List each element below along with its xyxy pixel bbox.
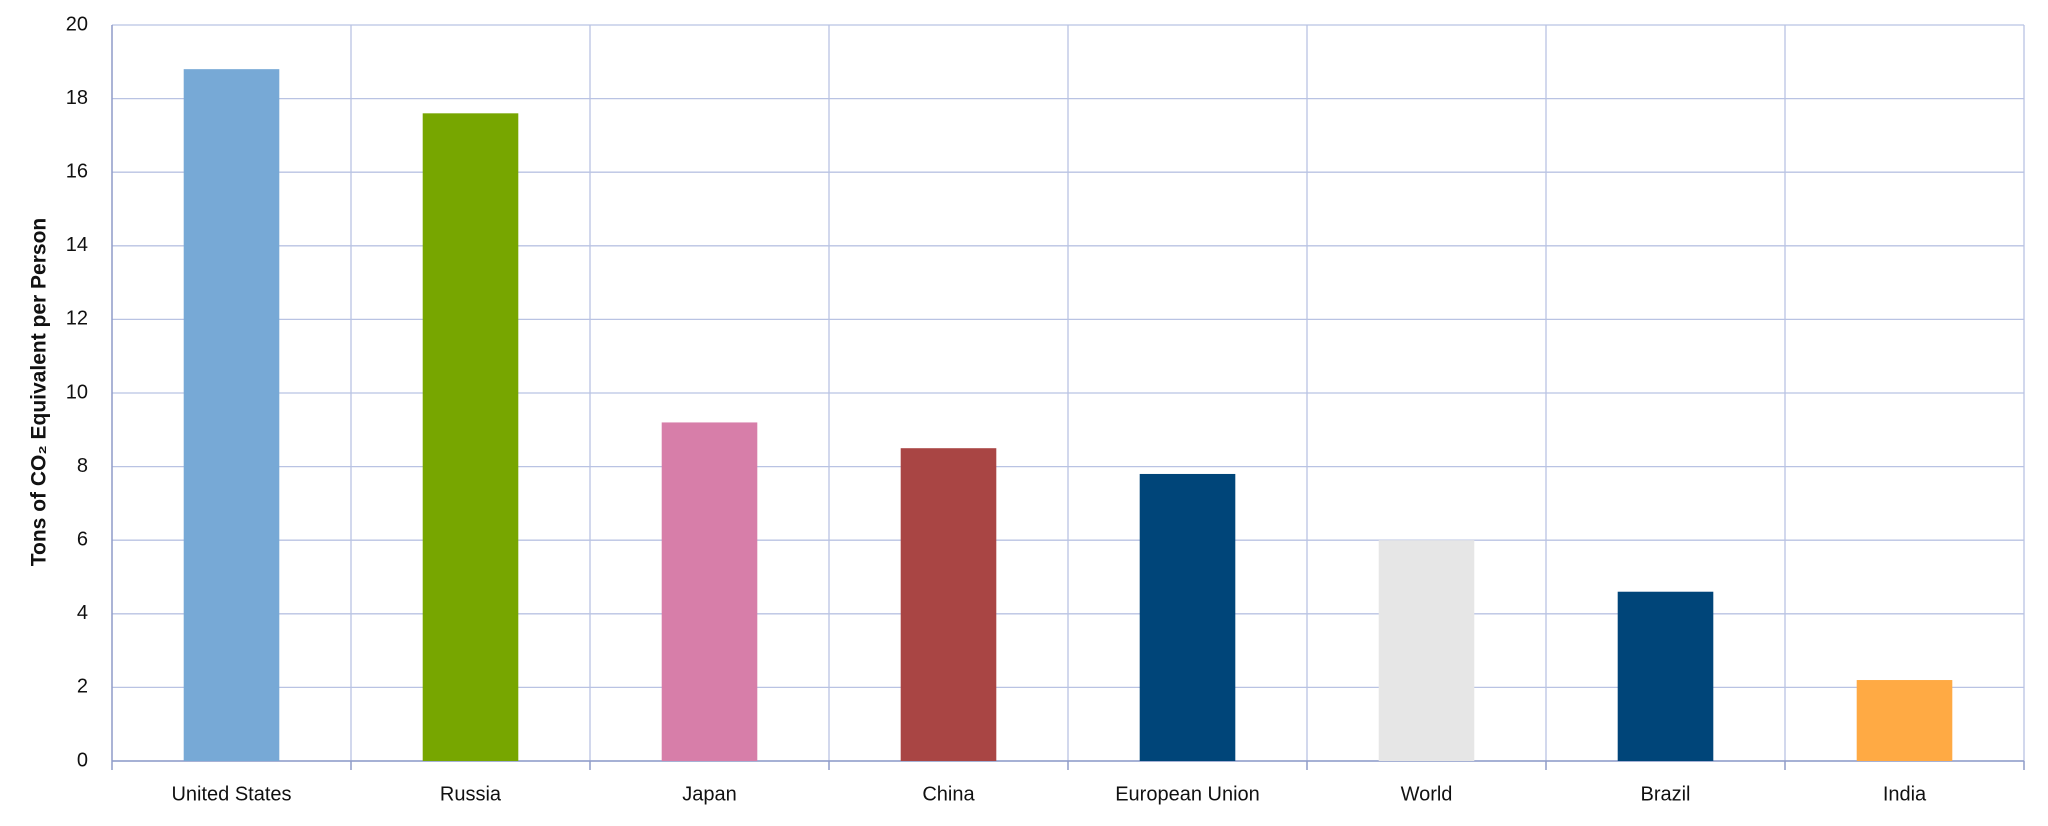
bar [1378,540,1475,761]
x-tick-label: China [922,783,975,805]
x-tick-label: Japan [682,783,737,805]
bar [183,69,280,761]
x-tick-label: Russia [440,783,502,805]
x-tick-label: Brazil [1640,783,1690,805]
y-tick-label: 20 [66,13,88,35]
x-tick-label: European Union [1115,783,1260,805]
y-tick-label: 2 [77,676,88,698]
bar [900,448,997,761]
bar [1139,473,1236,761]
bar [422,113,519,761]
x-tick-label: India [1883,783,1927,805]
x-tick-label: United States [171,783,291,805]
y-tick-label: 12 [66,308,88,330]
y-tick-label: 6 [77,528,88,550]
y-tick-label: 16 [66,160,88,182]
y-axis-label: Tons of CO₂ Equivalent per Person [28,218,51,567]
y-tick-label: 4 [77,602,88,624]
bar [1617,591,1714,761]
bar [1856,680,1953,761]
y-tick-label: 18 [66,87,88,109]
y-tick-label: 0 [77,749,88,771]
y-tick-label: 14 [66,234,88,256]
y-tick-label: 8 [77,455,88,477]
x-tick-label: World [1401,783,1453,805]
bar [661,422,758,761]
y-tick-label: 10 [66,381,88,403]
